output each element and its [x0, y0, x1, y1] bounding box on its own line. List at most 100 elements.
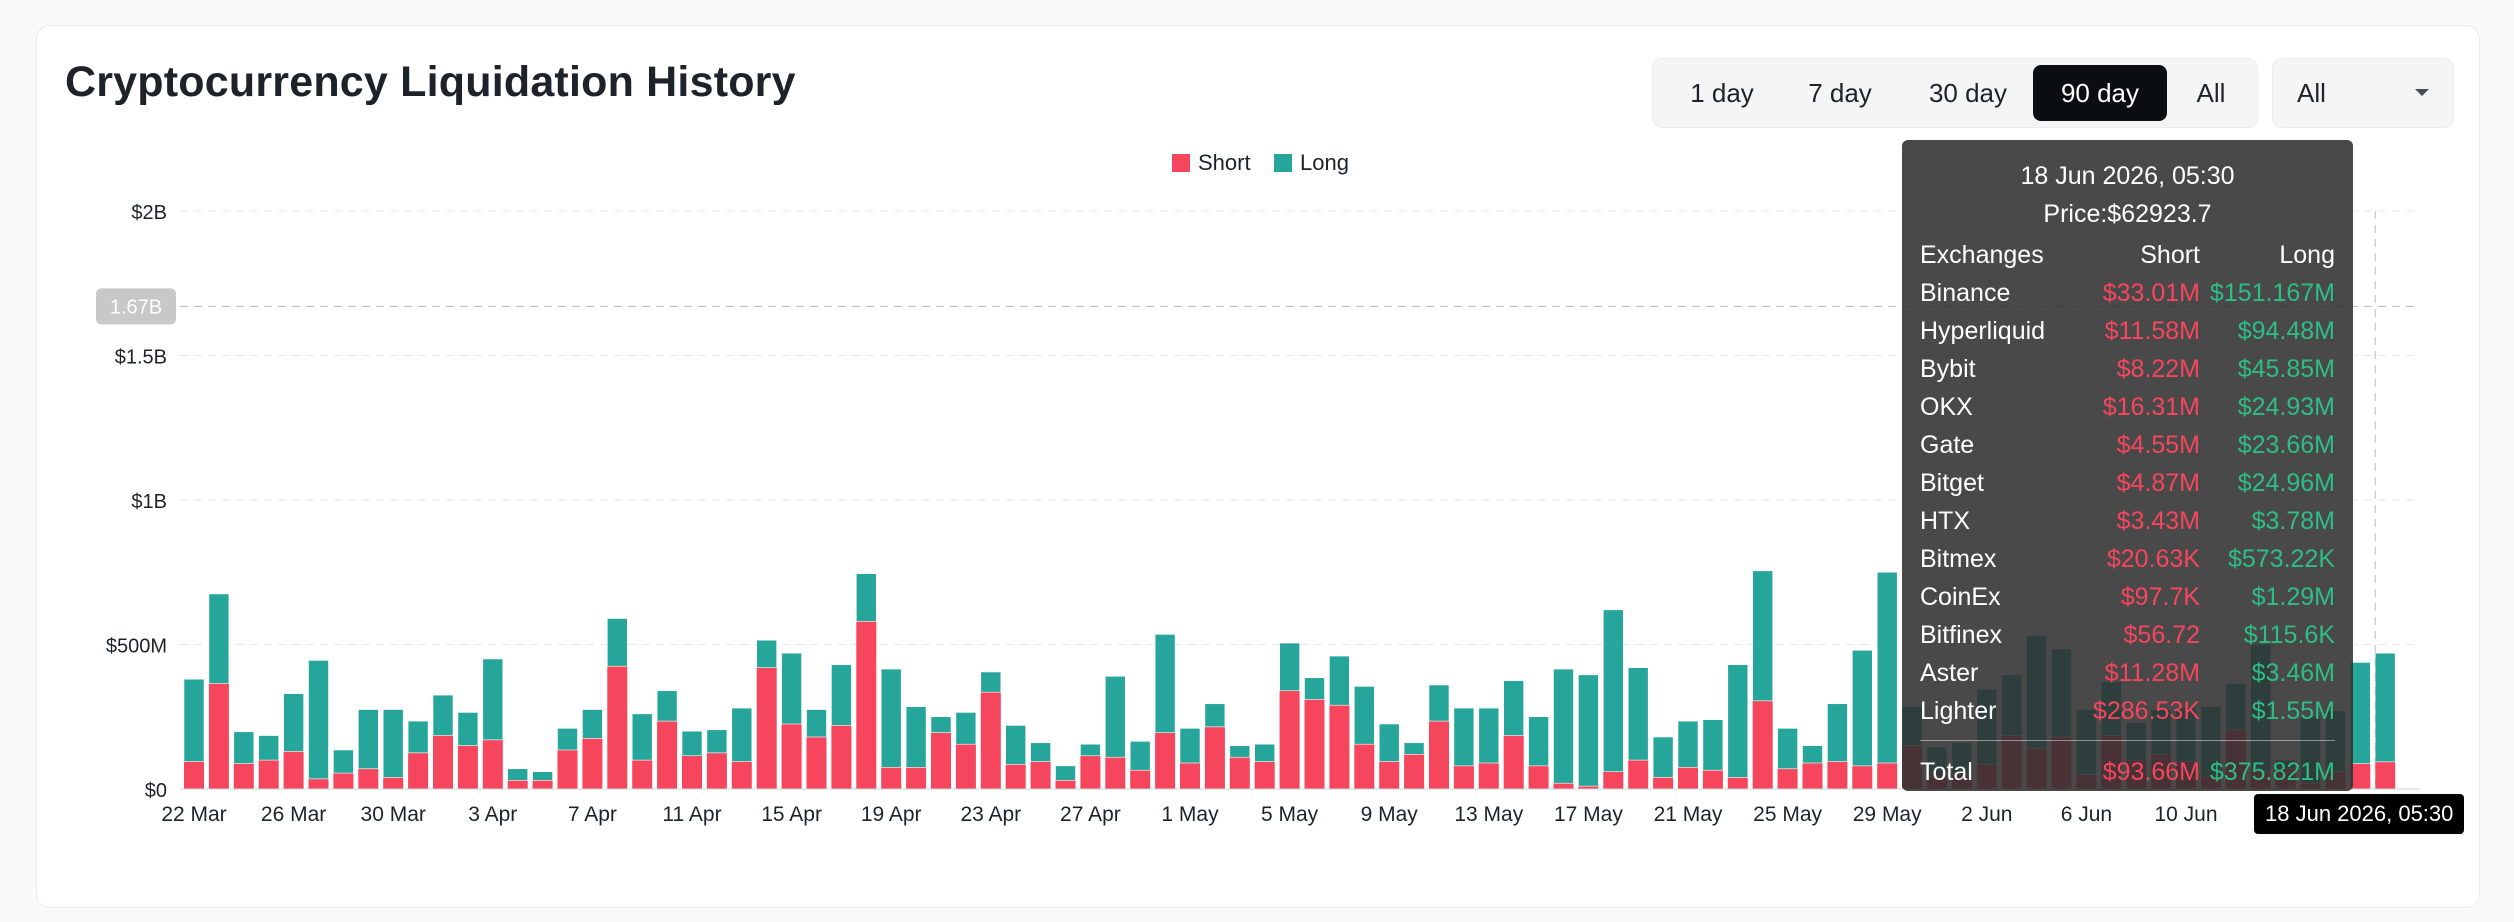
tooltip-exchange-name: CoinEx — [1920, 583, 2001, 611]
tooltip-long-value: $24.93M — [2237, 393, 2335, 421]
tooltip-long-value: $115.6K — [2243, 621, 2335, 649]
bar-short — [781, 723, 802, 789]
bar-short — [1702, 770, 1723, 789]
bar-short — [2375, 761, 2396, 789]
tooltip-divider — [1920, 740, 2335, 741]
bar-long — [258, 735, 280, 761]
bar-short — [955, 744, 976, 789]
tooltip-exchange-name: Bitget — [1920, 469, 1984, 497]
tooltip-row: Hyperliquid $11.58M $94.48M — [1920, 317, 2335, 355]
bar-long — [1702, 719, 1724, 771]
tooltip-exchange-name: HTX — [1920, 507, 1970, 535]
bar-long — [831, 664, 852, 726]
range-button-30-day[interactable]: 30 day — [1928, 78, 2008, 108]
bar-short — [1752, 700, 1773, 789]
bar-long — [1528, 716, 1549, 767]
bar-short — [283, 751, 304, 789]
bar-short — [1404, 754, 1425, 789]
x-tick-label: 21 May — [1654, 803, 1723, 826]
bar-long — [208, 593, 230, 684]
bar-short — [557, 749, 578, 789]
bar-short — [1827, 761, 1848, 789]
tooltip-long-value: $3.78M — [2251, 507, 2335, 535]
bar-short — [607, 666, 628, 789]
range-button-all[interactable]: All — [2196, 78, 2226, 108]
x-tick-label: 7 Apr — [568, 803, 617, 826]
range-button-7-day[interactable]: 7 day — [1808, 78, 1872, 108]
bar-long — [1304, 677, 1325, 700]
bar-long — [1403, 742, 1425, 755]
bar-short — [1155, 732, 1176, 789]
tooltip-short-value: $16.31M — [2102, 393, 2200, 421]
tooltip-exchange-name: OKX — [1920, 393, 1973, 421]
bar-short — [1628, 760, 1649, 789]
bar-long — [1080, 743, 1101, 757]
bar-short — [1528, 765, 1549, 789]
tooltip-short-value: $4.55M — [2116, 431, 2200, 459]
bar-short — [1254, 761, 1275, 789]
bar-long — [1154, 634, 1176, 733]
x-tick-label: 10 Jun — [2154, 803, 2217, 826]
bar-long — [930, 716, 952, 733]
bar-long — [1627, 667, 1649, 761]
bar-long — [2374, 652, 2396, 763]
chevron-down-icon — [2415, 89, 2429, 96]
bar-short — [1180, 762, 1200, 789]
bar-short — [831, 725, 852, 789]
legend-swatch-long — [1274, 154, 1292, 172]
legend-swatch-short — [1172, 154, 1190, 172]
bar-short — [208, 683, 229, 789]
time-range-selector: 1 day 7 day 30 day 90 day All — [1652, 58, 2258, 128]
bar-short — [806, 736, 827, 789]
bar-long — [1229, 745, 1251, 758]
bar-long — [1279, 642, 1300, 692]
tooltip-short-value: $8.22M — [2116, 355, 2200, 383]
bar-short — [308, 778, 329, 789]
chart-tooltip: 18 Jun 2026, 05:30 Price:$62923.7 Exchan… — [1902, 140, 2353, 791]
x-tick-label: 25 May — [1753, 803, 1822, 826]
tooltip-row: Bitmex $20.63K $573.22K — [1920, 545, 2335, 583]
bar-long — [507, 768, 529, 781]
bar-long — [407, 720, 429, 754]
tooltip-short-value: $3.43M — [2116, 507, 2200, 535]
bar-long — [457, 712, 479, 746]
exchange-select-value: All — [2297, 78, 2326, 108]
tooltip-exchange-name: Binance — [1920, 279, 2011, 307]
x-tick-label: 23 Apr — [960, 803, 1021, 826]
exchange-select[interactable]: All — [2272, 58, 2454, 128]
bar-short — [731, 761, 752, 789]
bar-short — [1453, 765, 1474, 789]
bar-short — [2350, 763, 2371, 789]
bar-long — [308, 660, 329, 780]
bar-long — [1503, 680, 1524, 736]
tooltip-header-exchanges: Exchanges — [1920, 241, 2044, 269]
bar-long — [955, 712, 977, 745]
tooltip-total-label: Total — [1920, 758, 1973, 786]
tooltip-header-row: Exchanges Short Long — [1920, 241, 2335, 279]
bar-long — [1827, 703, 1848, 762]
bar-short — [931, 732, 951, 789]
bar-short — [1678, 767, 1698, 789]
tooltip-exchange-name: Bitmex — [1920, 545, 1997, 573]
bar-long — [2350, 662, 2371, 764]
bar-long — [1428, 684, 1450, 722]
bar-short — [333, 773, 354, 789]
y-tick-label: $1.5B — [115, 347, 167, 369]
tooltip-row: CoinEx $97.7K $1.29M — [1920, 583, 2335, 621]
x-tick-label: 3 Apr — [468, 803, 517, 826]
tooltip-exchange-name: Aster — [1920, 659, 1979, 687]
bar-short — [482, 739, 503, 789]
range-button-90-day[interactable]: 90 day — [2033, 65, 2167, 121]
bar-long — [1603, 609, 1624, 772]
bar-long — [880, 668, 902, 768]
tooltip-total-long: $375.821M — [2209, 758, 2335, 786]
bar-short — [1130, 770, 1151, 789]
bar-long — [631, 713, 653, 761]
tooltip-exchange-name: Bybit — [1920, 355, 1976, 383]
bar-short — [433, 735, 453, 789]
page-title: Cryptocurrency Liquidation History — [65, 58, 796, 106]
bar-short — [1503, 735, 1524, 789]
bar-short — [756, 667, 777, 789]
bar-long — [1677, 720, 1699, 768]
range-button-1-day[interactable]: 1 day — [1690, 78, 1754, 108]
